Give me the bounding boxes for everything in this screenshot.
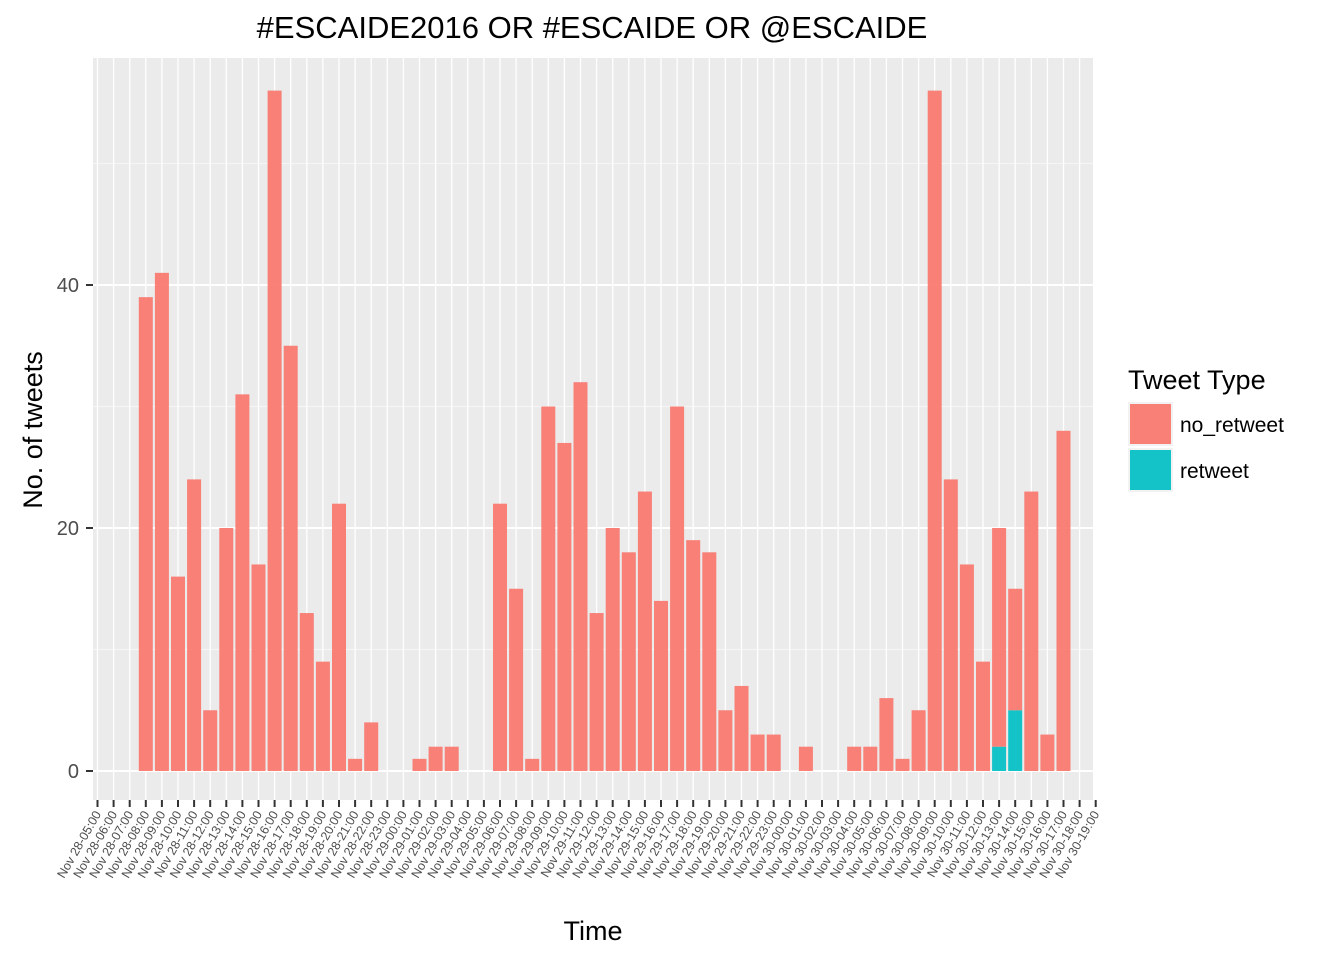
bar-no_retweet-21 [428,746,443,771]
legend-title: Tweet Type [1128,365,1266,395]
bar-no_retweet-41 [750,734,765,771]
bar-no_retweet-17 [364,722,379,771]
bar-no_retweet-49 [879,698,894,771]
y-axis-title: No. of tweets [18,351,48,509]
y-tick-label: 0 [68,761,79,783]
bar-no_retweet-27 [525,758,540,771]
chart-title: #ESCAIDE2016 OR #ESCAIDE OR @ESCAIDE [257,10,928,45]
y-tick-label: 40 [57,275,79,297]
bar-no_retweet-14 [315,661,330,771]
bar-no_retweet-3 [138,297,153,771]
bar-no_retweet-38 [702,552,717,771]
bar-no_retweet-57 [1008,588,1023,711]
legend-label-retweet: retweet [1180,460,1249,483]
bar-no_retweet-53 [943,479,958,771]
bar-no_retweet-37 [686,540,701,771]
bar-no_retweet-10 [251,564,266,771]
bar-no_retweet-29 [557,442,572,771]
bar-no_retweet-32 [605,528,620,771]
bar-no_retweet-51 [911,710,926,771]
bar-no_retweet-15 [332,503,346,771]
bar-no_retweet-47 [847,746,862,771]
legend-swatch-no_retweet [1130,404,1171,444]
bar-no_retweet-4 [154,272,169,771]
bar-no_retweet-58 [1024,491,1039,771]
bar-no_retweet-13 [299,613,314,771]
bar-no_retweet-55 [976,661,990,771]
bar-no_retweet-40 [734,685,749,771]
bar-no_retweet-8 [219,528,234,771]
bar-no_retweet-59 [1040,734,1055,771]
bar-no_retweet-35 [654,600,668,771]
bar-no_retweet-56 [992,528,1007,747]
bar-no_retweet-9 [235,394,250,771]
bar-retweet-56 [992,746,1007,771]
bar-no_retweet-28 [541,406,556,771]
bar-no_retweet-48 [863,746,878,771]
legend-swatch-retweet [1130,450,1171,490]
bar-no_retweet-7 [203,710,218,771]
bar-no_retweet-16 [348,758,363,771]
bar-no_retweet-39 [718,710,733,771]
bar-no_retweet-42 [766,734,781,771]
bar-no_retweet-20 [412,758,427,771]
bar-no_retweet-52 [927,90,942,772]
bar-no_retweet-31 [589,613,604,771]
bar-no_retweet-11 [267,90,282,772]
bar-no_retweet-26 [509,588,524,771]
bar-no_retweet-60 [1056,430,1071,771]
bars [138,90,1071,772]
bar-retweet-57 [1008,710,1023,771]
x-axis-title: Time [564,916,623,946]
bar-no_retweet-25 [493,503,507,771]
y-tick-label: 20 [57,518,79,540]
bar-no_retweet-6 [187,479,202,771]
bar-no_retweet-22 [444,746,459,771]
bar-no_retweet-5 [171,576,185,771]
bar-no_retweet-44 [798,746,813,771]
bar-no_retweet-34 [637,491,652,771]
bar-no_retweet-36 [670,406,685,771]
bar-no_retweet-54 [959,564,974,771]
legend-label-no_retweet: no_retweet [1180,414,1284,437]
bar-no_retweet-30 [573,382,588,771]
y-axis: 0 20 40 [57,275,93,783]
bar-no_retweet-33 [621,552,636,771]
bar-no_retweet-12 [283,345,298,771]
bar-no_retweet-50 [895,758,910,771]
